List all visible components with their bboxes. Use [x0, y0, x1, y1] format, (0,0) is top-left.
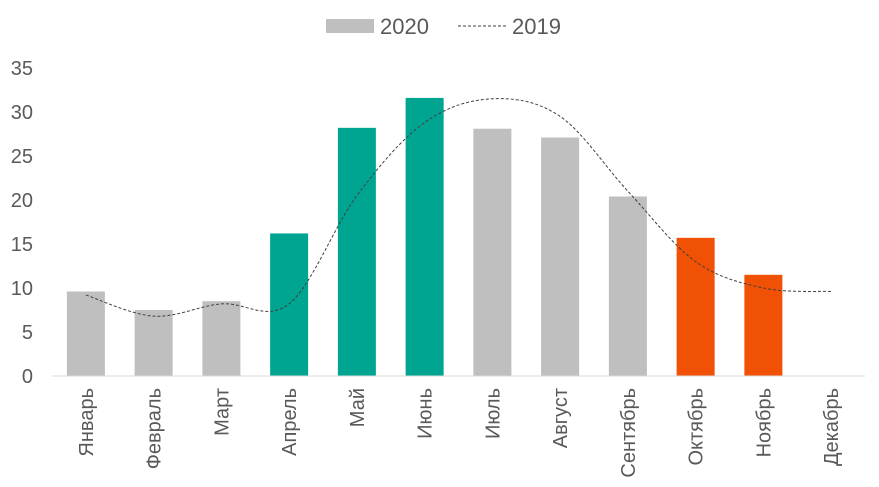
x-tick-label: Сентябрь — [618, 388, 640, 478]
bar-2020-9 — [608, 196, 647, 376]
y-axis: 0 5 10 15 20 25 30 35 — [11, 58, 33, 388]
bar-2020-8 — [541, 137, 580, 376]
x-tick-label: Декабрь — [821, 388, 843, 466]
x-tick-label: Апрель — [279, 388, 301, 456]
bar-2020-2 — [134, 310, 173, 376]
line-series-2019 — [85, 98, 832, 317]
x-axis: Январь Февраль Март Апрель Май Июнь Июль Август… — [76, 388, 843, 478]
y-tick-label: 0 — [22, 366, 33, 388]
x-tick-label: Февраль — [144, 388, 166, 469]
x-tick-label: Январь — [76, 388, 98, 457]
bar-2020-10 — [676, 237, 715, 376]
x-tick-label: Ноябрь — [753, 388, 775, 457]
legend-label-2020: 2020 — [380, 14, 429, 39]
bars — [66, 97, 783, 377]
line-2019-path — [85, 98, 832, 317]
x-tick-label: Март — [211, 388, 233, 436]
bar-2020-11 — [744, 274, 783, 376]
bar-2020-7 — [473, 128, 512, 376]
bar-2020-6 — [405, 97, 444, 377]
x-tick-label: Октябрь — [686, 388, 708, 466]
y-tick-label: 25 — [11, 146, 33, 168]
y-tick-label: 30 — [11, 102, 33, 124]
bar-2020-5 — [337, 127, 376, 376]
x-tick-label: Июль — [482, 388, 504, 439]
y-tick-label: 20 — [11, 190, 33, 212]
x-tick-label: Май — [347, 388, 369, 427]
y-tick-label: 10 — [11, 278, 33, 300]
legend-label-2019: 2019 — [512, 14, 561, 39]
bar-2020-1 — [66, 291, 105, 376]
x-tick-label: Август — [550, 388, 572, 448]
bar-2020-4 — [270, 233, 309, 376]
legend: 2020 2019 — [326, 14, 561, 39]
x-tick-label: Июнь — [415, 388, 437, 439]
y-tick-label: 15 — [11, 234, 33, 256]
y-tick-label: 5 — [22, 322, 33, 344]
y-tick-label: 35 — [11, 58, 33, 80]
bar-2020-3 — [202, 301, 241, 376]
legend-swatch-2020 — [326, 19, 374, 33]
